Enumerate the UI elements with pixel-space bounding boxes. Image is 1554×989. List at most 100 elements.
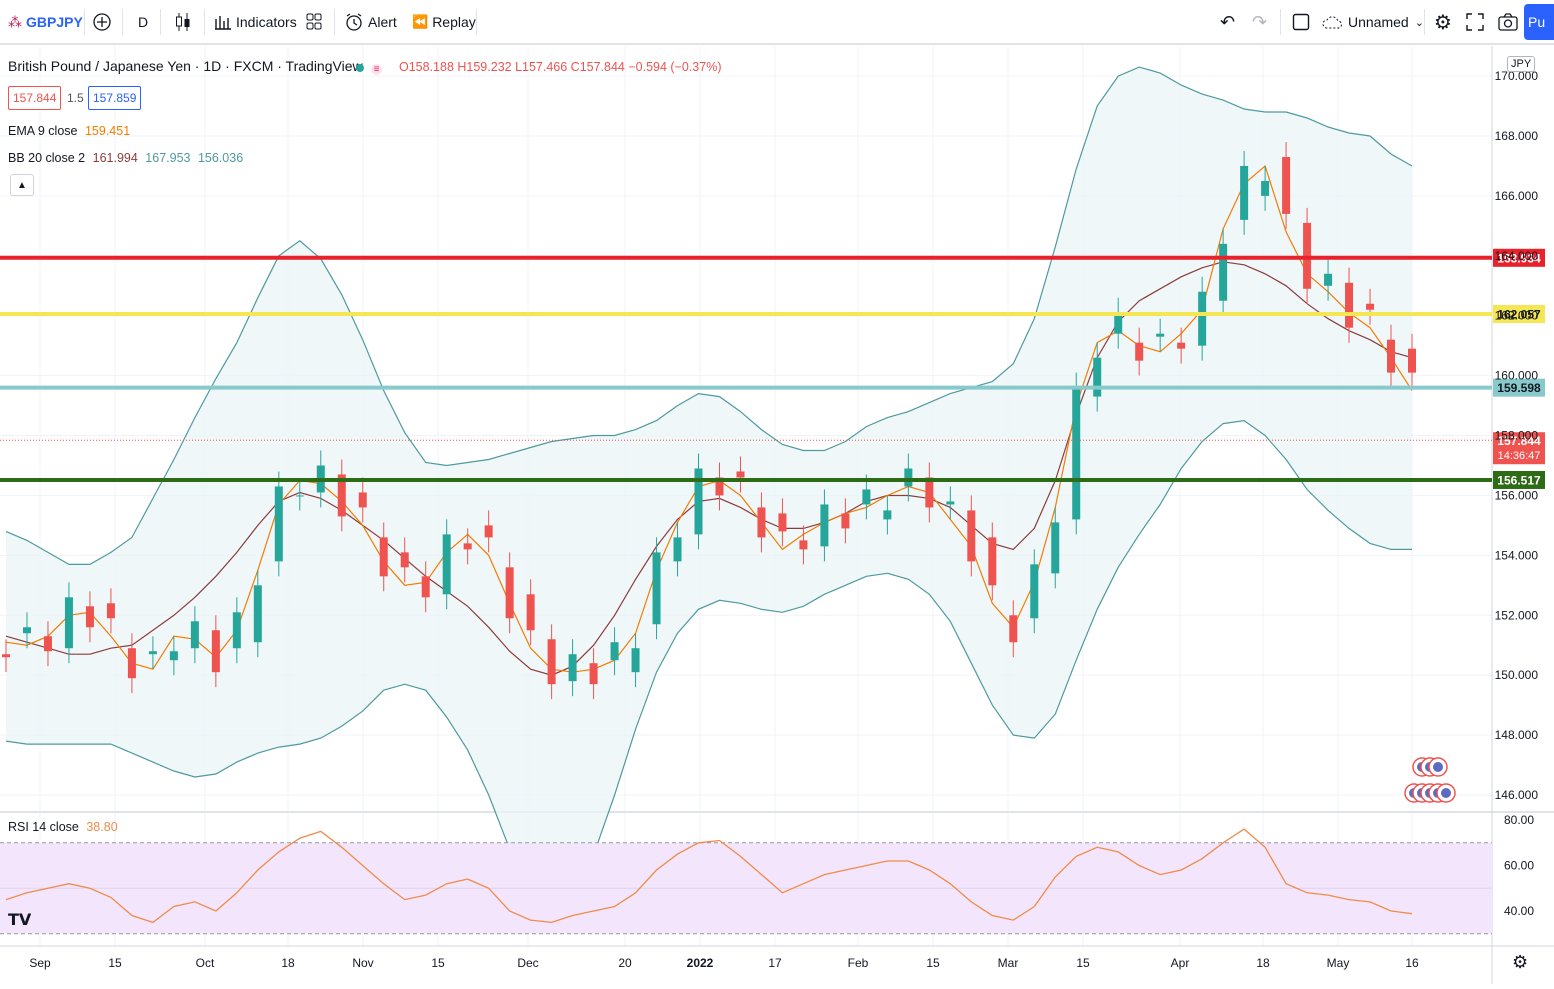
countdown-label: 14:36:47: [1498, 450, 1541, 462]
candle-body: [358, 492, 367, 508]
time-tick-label: 17: [768, 956, 782, 970]
candle-body: [757, 507, 766, 538]
bb-upper-value: 167.953: [145, 151, 191, 165]
undo-button[interactable]: ↶: [1220, 0, 1235, 44]
redo-button[interactable]: ↷: [1252, 0, 1267, 44]
indicators-icon: [214, 13, 232, 31]
ema-legend[interactable]: EMA 9 close 159.451: [8, 124, 130, 138]
candle-body: [799, 540, 808, 550]
bb-lower-value: 156.036: [197, 151, 244, 165]
time-tick-label: Nov: [352, 956, 373, 970]
divider: [334, 9, 335, 35]
bb-legend[interactable]: BB 20 close 2 161.994 167.953 156.036: [8, 151, 243, 165]
alert-button[interactable]: Alert: [344, 0, 397, 44]
rsi-line: [5, 828, 1413, 924]
cloud-icon: [1322, 14, 1344, 30]
flag-icon: [1441, 788, 1451, 798]
bb-basis-line: [5, 261, 1413, 676]
level-price-label: 162.057: [1497, 308, 1541, 322]
candle-body: [1345, 282, 1354, 328]
time-tick-label: Dec: [517, 956, 538, 970]
candle-body: [1282, 156, 1291, 214]
candle-body: [1387, 339, 1396, 373]
chart-area[interactable]: 163.934 162.057 159.598 156.517 157.844 14:36…: [0, 46, 1554, 984]
indicators-button[interactable]: Indicators: [214, 0, 297, 44]
symbol-search-button[interactable]: ⁂ GBPJPY: [8, 0, 83, 44]
price-tick-label: 170.000: [1495, 69, 1539, 83]
rsi-tick-label: 60.00: [1504, 859, 1534, 873]
time-tick-label: 20: [618, 956, 632, 970]
candle-body: [274, 486, 283, 562]
level-price-tag: [1493, 470, 1545, 489]
publish-button[interactable]: Pu: [1524, 4, 1554, 40]
price-tick-label: 158.000: [1495, 429, 1539, 443]
candle-body: [589, 663, 598, 685]
candle-body: [526, 594, 535, 631]
candle-body: [904, 468, 913, 487]
candle-body: [1093, 357, 1102, 397]
candle-body: [1156, 333, 1165, 337]
time-tick-label: Sep: [29, 956, 51, 970]
replay-button[interactable]: ⏪ Replay: [412, 0, 476, 44]
select-toggle[interactable]: [1292, 0, 1310, 44]
price-tick-label: 162.000: [1495, 309, 1539, 323]
buy-price[interactable]: 157.859: [88, 86, 142, 110]
sell-price[interactable]: 157.844: [8, 86, 62, 110]
level-price-tag: [1493, 305, 1545, 324]
symbol-flag-icon: ⁂: [8, 13, 22, 30]
settings-button[interactable]: ⚙: [1434, 0, 1452, 44]
rsi-legend[interactable]: RSI 14 close 38.80: [8, 820, 118, 834]
candle-body: [484, 525, 493, 538]
chart-type-button[interactable]: [174, 0, 192, 44]
time-tick-label: May: [1327, 956, 1350, 970]
candle-body: [1030, 564, 1039, 619]
camera-icon: [1498, 13, 1518, 31]
candle-body: [1051, 522, 1060, 574]
templates-button[interactable]: [306, 0, 322, 44]
candle-body: [421, 576, 430, 598]
candle-body: [1408, 348, 1416, 373]
level-price-tag: [1493, 248, 1545, 267]
candle-body: [883, 510, 892, 520]
candle-body: [463, 543, 472, 550]
candle-body: [673, 537, 682, 562]
candle-body: [631, 648, 640, 673]
top-toolbar: ⁂ GBPJPY D Indicators Alert ⏪ Replay ↶ ↷…: [0, 0, 1554, 45]
candle-body: [211, 630, 220, 673]
candle-body: [190, 621, 199, 649]
fullscreen-button[interactable]: [1466, 0, 1484, 44]
currency-label[interactable]: JPY: [1507, 56, 1536, 72]
tradingview-logo[interactable]: 𝗧𝗩: [8, 912, 32, 929]
collapse-legend-button[interactable]: ▲: [10, 174, 34, 196]
price-tick-label: 168.000: [1495, 129, 1539, 143]
candle-body: [1009, 615, 1018, 643]
candle-body: [862, 489, 871, 505]
divider: [204, 9, 205, 35]
candle-body: [169, 651, 178, 661]
price-tick-label: 160.000: [1495, 369, 1539, 383]
compare-button[interactable]: [92, 0, 112, 44]
candle-body: [337, 474, 346, 517]
interval-button[interactable]: D: [138, 0, 148, 44]
price-tick-label: 164.000: [1495, 249, 1539, 263]
snapshot-button[interactable]: [1498, 0, 1518, 44]
bb-fill: [6, 67, 1412, 909]
divider: [160, 9, 161, 35]
alert-label: Alert: [368, 14, 397, 30]
settings-gear-icon[interactable]: ⚙: [1512, 952, 1529, 972]
symbol-label: GBPJPY: [26, 14, 83, 30]
publish-label: Pu: [1528, 14, 1546, 30]
candle-body: [400, 552, 409, 568]
time-tick-label: 16: [1405, 956, 1419, 970]
layout-menu-button[interactable]: Unnamed ⌄: [1322, 0, 1424, 44]
alarm-clock-icon: [344, 12, 364, 32]
time-tick-label: 2022: [687, 956, 714, 970]
candle-body: [967, 510, 976, 562]
bb-label: BB 20 close 2: [8, 151, 86, 165]
candle-body: [295, 495, 304, 497]
menu-icon: ≡: [370, 64, 383, 75]
rsi-tick-label: 80.00: [1504, 813, 1534, 827]
chart-canvas[interactable]: 163.934 162.057 159.598 156.517 157.844 14:36…: [0, 46, 1554, 984]
time-tick-label: 18: [281, 956, 295, 970]
candle-body: [1072, 387, 1081, 520]
